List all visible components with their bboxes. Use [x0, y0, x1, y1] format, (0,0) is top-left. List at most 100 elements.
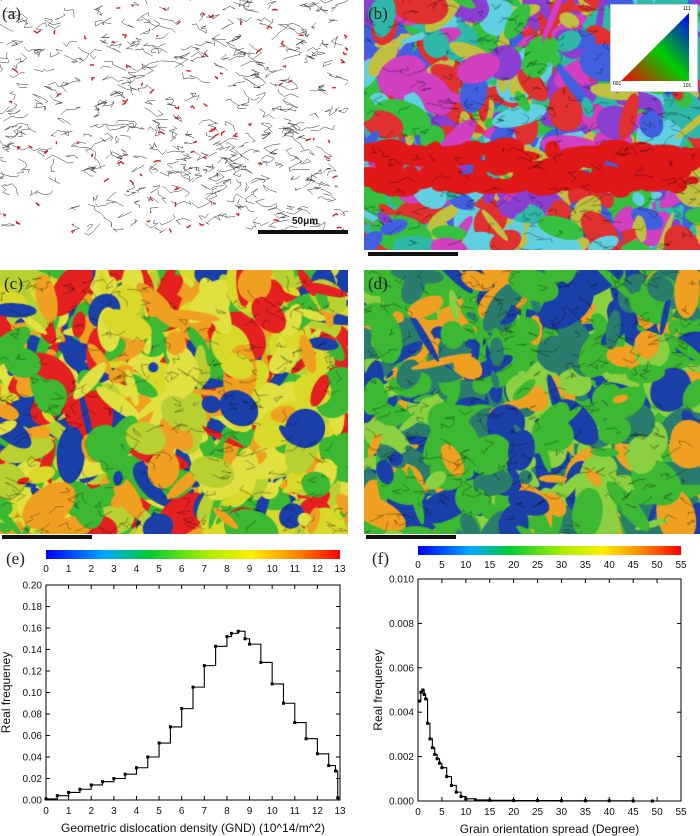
data-point [435, 757, 439, 761]
y-tick-label: 0.16 [23, 624, 43, 635]
data-point [259, 660, 263, 664]
series-line [46, 630, 339, 800]
data-point [424, 697, 428, 701]
colorbar [418, 546, 681, 555]
data-point [78, 787, 82, 791]
data-point [445, 775, 449, 779]
y-tick-label: 0.20 [23, 581, 43, 592]
y-tick-label: 0.000 [389, 797, 414, 808]
data-point [191, 685, 195, 689]
panel-c-gnd-map: (c) [0, 270, 348, 540]
colorbar-tick-label: 4 [134, 564, 140, 575]
data-point [426, 721, 430, 725]
colorbar-tick-label: 35 [580, 560, 592, 571]
data-point [214, 644, 218, 648]
colorbar [46, 550, 340, 559]
panel-b-ipf-map: (b) 001 101 111 [364, 0, 700, 258]
data-point [631, 799, 635, 803]
data-point [428, 737, 432, 741]
data-point [459, 795, 463, 799]
data-point [180, 707, 184, 711]
data-point [440, 766, 444, 770]
x-tick-label: 45 [628, 807, 640, 818]
panel-f-chart: (f) 0 5 10 15 20 25 30 35 40 45 50 55 0 5 10 15 20 25 30 35… [358, 545, 700, 836]
x-tick-label: 50 [652, 807, 664, 818]
series-line [419, 689, 653, 802]
colorbar-tick-label: 3 [111, 564, 117, 575]
y-tick-label: 0.08 [23, 710, 43, 721]
colorbar-tick-label: 55 [675, 560, 687, 571]
y-tick-label: 0.004 [389, 708, 414, 719]
data-point [430, 746, 434, 750]
ipf-101: 101 [683, 83, 692, 89]
data-point [438, 761, 442, 765]
data-point [304, 737, 308, 741]
data-point [89, 783, 93, 787]
x-tick-label: 1 [66, 806, 72, 817]
panel-c-label: (c) [4, 274, 23, 293]
x-tick-label: 10 [267, 806, 279, 817]
colorbar-tick-label: 12 [312, 564, 324, 575]
gnd-histogram: 0 1 2 3 4 5 6 7 8 9 10 11 12 130 1 2 3 4 5 6 7 8 9 10 11 12 130.00… [0, 550, 346, 835]
data-point [417, 699, 421, 703]
data-point [536, 799, 540, 803]
colorbar-tick-label: 40 [604, 560, 616, 571]
colorbar-tick-label: 8 [224, 564, 230, 575]
data-point [433, 752, 437, 756]
data-point [315, 752, 319, 756]
data-point [449, 783, 453, 787]
colorbar-tick-label: 1 [66, 564, 72, 575]
data-point [454, 790, 458, 794]
ipf-001: 001 [613, 81, 622, 87]
data-point [422, 692, 426, 696]
x-axis-label: Geometric dislocation density (GND) (10^… [61, 821, 325, 835]
colorbar-tick-label: 50 [652, 560, 664, 571]
panel-d-label: (d) [368, 274, 388, 293]
x-tick-label: 0 [415, 807, 421, 818]
scale-bar [368, 252, 458, 256]
x-tick-label: 15 [484, 807, 496, 818]
data-point [67, 790, 71, 794]
panel-b-label: (b) [368, 4, 388, 23]
x-tick-label: 9 [247, 806, 253, 817]
colorbar-tick-label: 6 [179, 564, 185, 575]
colorbar-tick-label: 5 [439, 560, 445, 571]
colorbar-tick-label: 45 [628, 560, 640, 571]
data-point [157, 741, 161, 745]
y-tick-label: 0.18 [23, 602, 43, 613]
data-point [248, 642, 252, 646]
y-tick-label: 0.010 [389, 575, 414, 586]
colorbar-tick-label: 20 [508, 560, 520, 571]
data-point [327, 764, 331, 768]
scale-bar [2, 535, 92, 539]
data-point [293, 721, 297, 725]
data-point [225, 635, 229, 639]
data-point [419, 690, 423, 694]
colorbar-tick-label: 0 [43, 564, 49, 575]
x-tick-label: 11 [290, 806, 301, 817]
scale-label: 50μm [292, 216, 319, 227]
x-tick-label: 0 [43, 806, 49, 817]
data-point [123, 772, 127, 776]
panel-d-gos-map: (d) [364, 270, 700, 540]
data-point [281, 701, 285, 705]
panel-f-label: (f) [372, 549, 389, 568]
x-tick-label: 3 [111, 806, 117, 817]
colorbar-tick-label: 11 [290, 564, 301, 575]
y-tick-label: 0.04 [23, 753, 43, 764]
grain-boundary-drawing [0, 0, 348, 236]
data-point [168, 725, 172, 729]
data-point [236, 629, 240, 633]
data-point [512, 799, 516, 803]
data-point [134, 766, 138, 770]
ipf-111: 111 [683, 6, 691, 12]
data-point [488, 798, 492, 802]
colorbar-tick-label: 10 [460, 560, 472, 571]
x-tick-label: 5 [156, 806, 162, 817]
colorbar-tick-label: 13 [334, 564, 346, 575]
data-point [202, 664, 206, 668]
colorbar-tick-label: 0 [415, 560, 421, 571]
data-point [55, 794, 59, 798]
x-tick-label: 5 [439, 807, 445, 818]
y-tick-label: 0.06 [23, 731, 43, 742]
